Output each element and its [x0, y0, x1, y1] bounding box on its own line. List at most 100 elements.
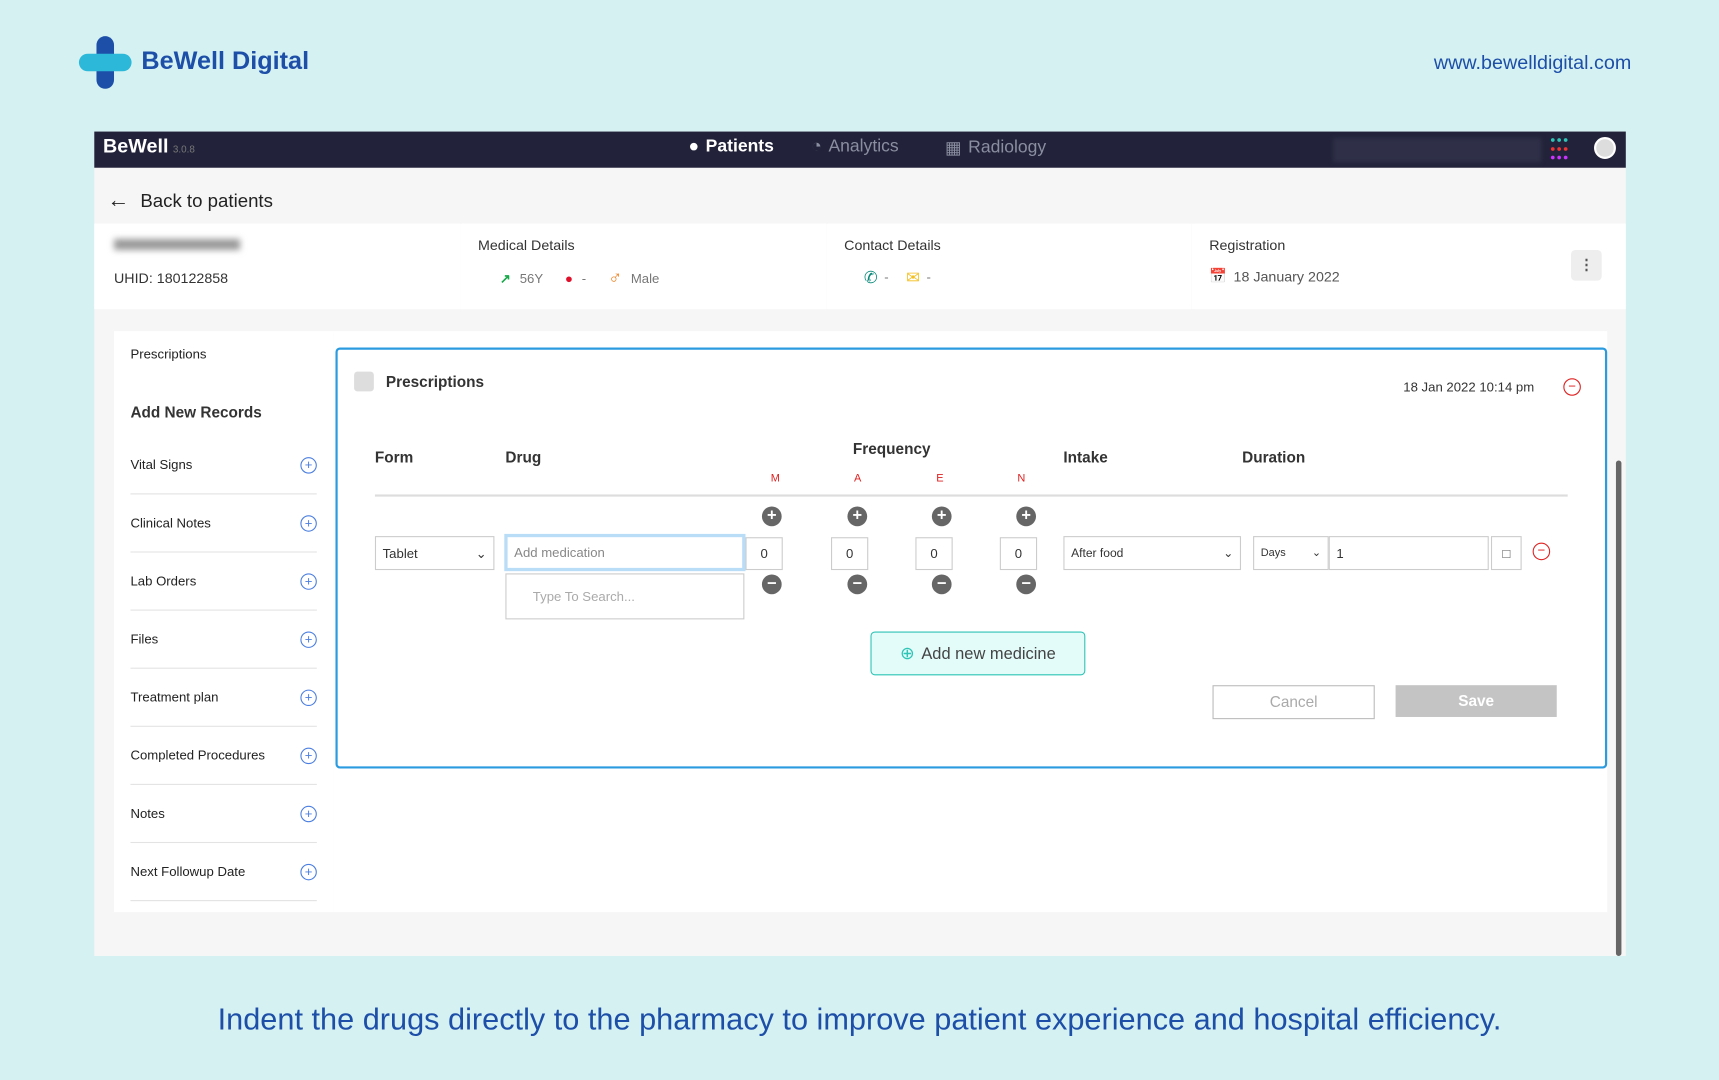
user-icon: ●	[688, 137, 700, 156]
freq-label-n: N	[1017, 472, 1026, 485]
add-new-medicine-label: Add new medicine	[921, 644, 1056, 663]
apps-grid-icon[interactable]: ●●● ●●● ●●●	[1550, 134, 1570, 163]
prescription-card: Prescriptions 18 Jan 2022 10:14 pm − For…	[335, 347, 1608, 769]
app-version: 3.0.8	[172, 143, 195, 155]
uhid: UHID: 180122858	[114, 269, 229, 287]
remove-prescription-icon[interactable]: −	[1563, 378, 1581, 396]
medical-details-title: Medical Details	[477, 236, 575, 254]
brand-logo-icon	[78, 36, 132, 89]
sidebar-item[interactable]: Next Followup Date +	[130, 843, 317, 902]
decrement-icon[interactable]: −	[1016, 574, 1037, 595]
sidebar: Prescriptions Add New Records Vital Sign…	[114, 331, 334, 913]
add-new-medicine-button[interactable]: ⊕ Add new medicine	[870, 631, 1086, 676]
intake-select[interactable]: After food ⌄	[1063, 536, 1242, 571]
nav-analytics[interactable]: ◔ Analytics	[811, 137, 898, 157]
radiology-icon: ▦	[945, 139, 962, 158]
sidebar-item-label: Next Followup Date	[130, 863, 246, 880]
increment-icon[interactable]: +	[1016, 506, 1037, 527]
add-circle-icon[interactable]: +	[300, 514, 317, 532]
save-button[interactable]: Save	[1395, 685, 1557, 717]
drug-search-input[interactable]: Type To Search...	[505, 573, 745, 620]
registration-date: 18 January 2022	[1233, 268, 1340, 285]
cancel-button[interactable]: Cancel	[1212, 685, 1375, 720]
drug-placeholder: Add medication	[514, 544, 605, 561]
account-icon[interactable]	[1594, 137, 1616, 159]
phone: -	[884, 269, 889, 286]
decrement-icon[interactable]: −	[761, 574, 782, 595]
add-circle-icon[interactable]: +	[300, 689, 317, 706]
calendar-icon: 📅	[1209, 267, 1227, 284]
form-header: Form	[374, 448, 414, 466]
email-icon: ✉	[906, 268, 920, 288]
website-link[interactable]: www.bewelldigital.com	[1433, 51, 1632, 74]
add-note-icon[interactable]: □	[1490, 536, 1522, 571]
add-circle-icon[interactable]: +	[300, 863, 317, 880]
brand-name: BeWell Digital	[141, 46, 310, 75]
more-options-button[interactable]: ⋮	[1570, 249, 1602, 281]
sidebar-item[interactable]: Files +	[130, 611, 317, 669]
frequency-value: 0	[930, 545, 938, 562]
age: 56Y	[519, 270, 544, 287]
increment-icon[interactable]: +	[847, 506, 868, 527]
pie-chart-icon: ◔	[811, 137, 822, 156]
add-circle-icon[interactable]: +	[300, 456, 317, 474]
duration-header: Duration	[1242, 448, 1306, 466]
registration-panel: Registration 📅 18 January 2022 ⋮	[1191, 223, 1626, 310]
increment-icon[interactable]: +	[931, 506, 952, 527]
contact-details-panel: Contact Details ✆ - ✉ -	[826, 223, 1193, 310]
medical-details-panel: Medical Details ↗ 56Y ● - ♂ Male	[460, 223, 828, 310]
intake-value: After food	[1071, 546, 1124, 560]
remove-row-icon[interactable]: −	[1532, 542, 1551, 561]
sidebar-item[interactable]: Treatment plan +	[130, 669, 317, 727]
freq-label-e: E	[936, 472, 944, 485]
sidebar-item[interactable]: Lab Orders +	[130, 553, 317, 611]
scrollbar[interactable]	[1615, 460, 1622, 956]
nav-label: Patients	[705, 137, 774, 156]
duration-unit-select[interactable]: Days ⌄	[1253, 536, 1329, 571]
frequency-input[interactable]: 0	[830, 537, 869, 571]
drug-header: Drug	[505, 448, 542, 466]
increment-icon[interactable]: +	[761, 506, 782, 527]
contact-details-title: Contact Details	[844, 236, 941, 254]
patient-name-blurred	[114, 238, 241, 250]
decrement-icon[interactable]: −	[847, 574, 868, 595]
duration-input[interactable]: 1	[1328, 536, 1489, 571]
card-title: Prescriptions	[385, 372, 484, 391]
frequency-value: 0	[845, 545, 854, 562]
duration-unit-value: Days	[1260, 547, 1286, 560]
phone-icon: ✆	[863, 268, 878, 288]
sidebar-item[interactable]: Vital Signs +	[130, 436, 317, 495]
sidebar-item-label: Files	[130, 631, 159, 647]
sidebar-item[interactable]: Completed Procedures +	[130, 727, 317, 785]
sidebar-item[interactable]: Notes +	[130, 785, 317, 844]
app-title: BeWell 3.0.8	[103, 135, 195, 158]
add-circle-icon[interactable]: +	[300, 572, 317, 590]
select-checkbox[interactable]	[354, 371, 374, 392]
form-value: Tablet	[382, 545, 418, 561]
frequency-input[interactable]: 0	[915, 537, 953, 571]
form-select[interactable]: Tablet ⌄	[374, 536, 495, 571]
frequency-input[interactable]: 0	[745, 537, 783, 571]
frequency-input[interactable]: 0	[999, 537, 1038, 571]
chevron-down-icon: ⌄	[1311, 547, 1322, 560]
blood-drop-icon: ●	[565, 270, 574, 287]
frequency-header: Frequency	[852, 439, 931, 458]
sidebar-item-label: Clinical Notes	[130, 515, 211, 531]
sidebar-item[interactable]: Clinical Notes +	[130, 494, 317, 553]
decrement-icon[interactable]: −	[931, 574, 952, 595]
freq-label-m: M	[770, 472, 780, 485]
nav-radiology[interactable]: ▦ Radiology	[945, 137, 1046, 159]
back-to-patients-link[interactable]: ← Back to patients	[107, 189, 273, 214]
add-circle-icon[interactable]: +	[300, 805, 317, 822]
nav-patients[interactable]: ● Patients	[688, 137, 773, 157]
add-circle-icon[interactable]: +	[300, 747, 317, 764]
add-circle-icon[interactable]: +	[300, 630, 317, 648]
male-icon: ♂	[608, 267, 623, 289]
drug-input[interactable]: Add medication	[504, 533, 746, 572]
intake-header: Intake	[1063, 448, 1108, 466]
trend-up-icon: ↗	[499, 270, 511, 287]
patient-id-panel: UHID: 180122858	[94, 223, 462, 310]
sidebar-prescriptions[interactable]: Prescriptions	[130, 346, 207, 362]
caption: Indent the drugs directly to the pharmac…	[217, 1002, 1502, 1037]
app-window: BeWell 3.0.8 ● Patients ◔ Analytics ▦ Radiol…	[94, 131, 1626, 956]
